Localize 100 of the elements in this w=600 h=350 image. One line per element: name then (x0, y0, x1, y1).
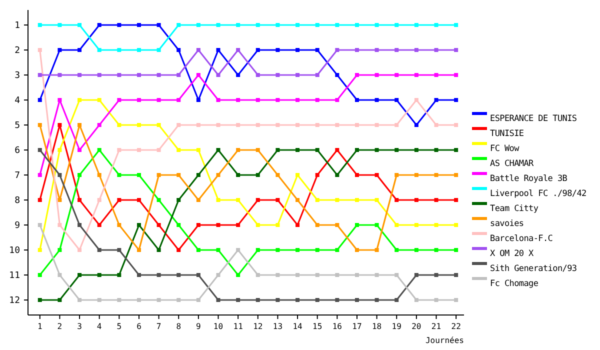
point (414, 273, 418, 277)
point (414, 248, 418, 252)
point (78, 123, 82, 127)
point (296, 198, 300, 202)
x-tick-label: 13 (272, 322, 283, 331)
legend-label: X OM 20 X (490, 248, 535, 259)
point (196, 173, 200, 177)
point (176, 248, 181, 252)
legend-label: Team Citty (490, 204, 538, 214)
point (97, 23, 102, 27)
point (136, 273, 141, 277)
point (117, 223, 122, 227)
point (335, 148, 340, 152)
point (196, 123, 200, 127)
x-tick-label: 19 (392, 322, 402, 331)
point (315, 248, 320, 252)
point (454, 148, 458, 152)
point (58, 148, 62, 152)
point (38, 123, 42, 127)
point (434, 123, 438, 127)
point (176, 223, 181, 227)
point (335, 273, 340, 277)
point (176, 73, 181, 77)
point (256, 298, 260, 302)
y-tick-label: 8 (14, 196, 20, 206)
point (78, 23, 82, 27)
y-tick-label: 11 (9, 271, 20, 282)
point (374, 298, 379, 302)
point (256, 148, 260, 152)
point (434, 173, 438, 177)
point (117, 198, 122, 202)
point (454, 23, 458, 27)
point (136, 298, 141, 302)
point (216, 98, 220, 102)
point (156, 298, 161, 302)
point (354, 298, 359, 302)
point (136, 48, 141, 52)
point (414, 198, 418, 202)
point (354, 248, 359, 252)
point (38, 23, 42, 27)
point (196, 198, 200, 202)
point (454, 173, 458, 177)
point (176, 198, 181, 202)
point (394, 23, 399, 27)
point (296, 298, 300, 302)
y-tick-label: 2 (14, 46, 20, 56)
point (136, 23, 141, 27)
point (256, 48, 260, 52)
point (434, 48, 438, 52)
legend-label: Barcelona-F.C (490, 234, 553, 244)
point (335, 298, 340, 302)
point (335, 223, 340, 227)
point (335, 23, 340, 27)
point (58, 73, 62, 77)
point (256, 173, 260, 177)
y-tick-label: 3 (14, 71, 20, 82)
point (176, 173, 181, 177)
point (216, 198, 220, 202)
point (78, 273, 82, 277)
legend-label: FC Wow (490, 144, 520, 154)
point (256, 73, 260, 77)
point (236, 98, 240, 102)
point (78, 198, 82, 202)
point (276, 198, 280, 202)
point (374, 98, 379, 102)
point (236, 48, 240, 52)
x-tick-label: 5 (116, 322, 122, 331)
x-tick-label: 18 (372, 322, 382, 331)
legend-label: Fc Chomage (490, 278, 538, 289)
point (78, 248, 82, 252)
point (296, 223, 300, 227)
point (454, 48, 458, 52)
point (394, 98, 399, 102)
point (236, 223, 240, 227)
point (156, 223, 161, 227)
point (196, 273, 200, 277)
point (296, 123, 300, 127)
point (414, 98, 418, 102)
point (216, 248, 220, 252)
point (394, 273, 399, 277)
point (276, 73, 280, 77)
point (97, 223, 102, 227)
point (354, 48, 359, 52)
point (38, 48, 42, 52)
point (414, 223, 418, 227)
point (276, 298, 280, 302)
point (216, 73, 220, 77)
point (315, 273, 320, 277)
point (38, 98, 42, 102)
point (78, 223, 82, 227)
point (454, 248, 458, 252)
point (97, 148, 102, 152)
point (315, 148, 320, 152)
point (394, 123, 399, 127)
point (354, 98, 359, 102)
point (256, 23, 260, 27)
point (296, 273, 300, 277)
point (236, 298, 240, 302)
point (97, 73, 102, 77)
point (414, 123, 418, 127)
